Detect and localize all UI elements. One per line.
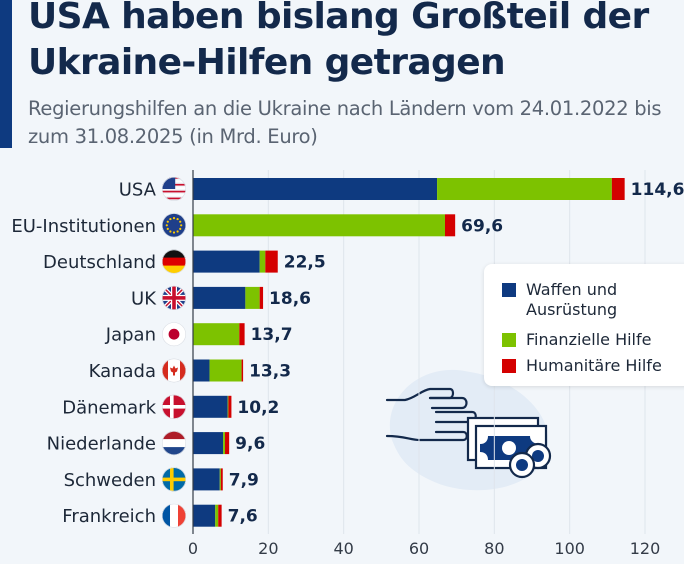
bar-segment — [259, 286, 264, 309]
eu-flag-icon — [162, 213, 186, 238]
chart-title: USA haben bislang Großteil der Ukraine-H… — [28, 0, 649, 83]
se-flag-icon — [162, 467, 186, 492]
jp-flag-icon — [162, 322, 186, 347]
bar-segment — [220, 468, 223, 491]
bar-segment — [193, 286, 246, 309]
value-label: 114,6 — [631, 180, 684, 200]
bar-segment — [215, 504, 219, 527]
bar-segment — [193, 432, 224, 455]
value-label: 18,6 — [269, 289, 311, 309]
bar-row: 7,9 — [193, 468, 259, 491]
bar-segment — [193, 323, 240, 346]
legend: Waffen und Ausrüstung Finanzielle Hilfe … — [484, 264, 684, 386]
value-label: 69,6 — [461, 216, 503, 236]
bar-row: 7,6 — [193, 504, 258, 527]
x-tick-label: 80 — [484, 539, 504, 558]
bar-row: 10,2 — [193, 395, 279, 418]
bar-segment — [218, 504, 222, 527]
legend-label-finanziell: Finanzielle Hilfe — [526, 330, 652, 349]
bar-segment — [259, 250, 266, 273]
legend-swatch-waffen — [502, 283, 516, 297]
legend-swatch-humanitaer — [502, 359, 516, 373]
category-label: Niederlande — [47, 434, 156, 455]
legend-item-finanziell: Finanzielle Hilfe — [502, 330, 651, 350]
bar-row: 13,7 — [193, 323, 293, 346]
value-label: 7,9 — [229, 470, 259, 490]
category-label: Frankreich — [62, 506, 156, 527]
bar-segment — [193, 214, 445, 237]
legend-item-humanitaer: Humanitäre Hilfe — [502, 356, 662, 376]
bar-segment — [219, 468, 221, 491]
legend-label-line2: Ausrüstung — [526, 300, 618, 319]
bar-segment — [265, 250, 278, 273]
x-axis-ticks: 0 20 40 60 80 100 120 — [188, 539, 660, 558]
value-label: 22,5 — [284, 253, 326, 273]
bar-segment — [193, 178, 438, 200]
x-tick-label: 40 — [333, 539, 353, 558]
us-flag-icon — [162, 177, 186, 200]
bar-segment — [241, 359, 244, 382]
category-labels: USA EU-Institutionen Deutschland UK Japan Kan… — [11, 180, 157, 528]
x-tick-label: 0 — [188, 539, 198, 558]
de-flag-icon — [162, 249, 186, 274]
ca-flag-icon — [162, 358, 186, 383]
chart-subtitle: Regierungshilfen an die Ukraine nach Län… — [28, 97, 662, 148]
bar-segment — [444, 214, 456, 237]
category-label: Schweden — [64, 470, 156, 491]
bar-segment — [193, 468, 220, 491]
bar-segment — [223, 432, 226, 455]
category-label: Kanada — [89, 361, 156, 382]
x-tick-label: 60 — [409, 539, 429, 558]
legend-label-humanitaer: Humanitäre Hilfe — [526, 356, 662, 375]
bar-segment — [611, 178, 625, 200]
bar-segment — [239, 323, 245, 346]
legend-item-waffen: Waffen und Ausrüstung — [502, 280, 617, 320]
category-label: UK — [131, 288, 157, 309]
bar-segment — [193, 395, 228, 418]
bar-segment — [193, 504, 216, 527]
bar-segment — [209, 359, 242, 382]
bar-segment — [437, 178, 612, 200]
dk-flag-icon — [162, 394, 186, 419]
hand-giving-money-icon — [385, 369, 552, 491]
category-label: Deutschland — [43, 252, 156, 273]
bar-row: 22,5 — [193, 250, 326, 273]
fr-flag-icon — [162, 503, 186, 528]
legend-label-line1: Waffen und — [526, 280, 618, 299]
value-label: 13,3 — [249, 362, 291, 382]
bar-row: 18,6 — [193, 286, 311, 309]
legend-swatch-finanziell — [502, 333, 516, 347]
bar-row: 13,3 — [193, 359, 291, 382]
x-tick-label: 20 — [258, 539, 278, 558]
bar-segment — [228, 395, 232, 418]
bar-segment — [193, 359, 210, 382]
value-label: 9,6 — [235, 434, 265, 454]
category-label: EU-Institutionen — [11, 216, 156, 237]
title-accent-bar — [0, 0, 12, 148]
category-label: USA — [119, 180, 157, 201]
value-label: 7,6 — [228, 507, 258, 527]
uk-flag-icon — [162, 285, 186, 310]
nl-flag-icon — [162, 431, 186, 456]
category-label: Japan — [105, 325, 156, 346]
category-label: Dänemark — [62, 397, 156, 418]
bar-segment — [227, 395, 229, 418]
x-tick-label: 120 — [630, 539, 661, 558]
value-label: 10,2 — [237, 398, 279, 418]
legend-label-waffen: Waffen und Ausrüstung — [526, 280, 617, 320]
bars: 114,6 69,6 22,5 18,6 13,7 13,3 10,2 9,6 7,9 7,6 — [193, 178, 684, 527]
bar-row: 114,6 — [193, 178, 684, 200]
bar-segment — [193, 250, 260, 273]
x-tick-label: 100 — [554, 539, 585, 558]
bar-row: 9,6 — [193, 432, 265, 455]
bar-segment — [225, 432, 230, 455]
value-label: 13,7 — [251, 325, 293, 345]
bar-segment — [245, 286, 260, 309]
flags — [162, 177, 187, 528]
bar-row: 69,6 — [193, 214, 503, 237]
